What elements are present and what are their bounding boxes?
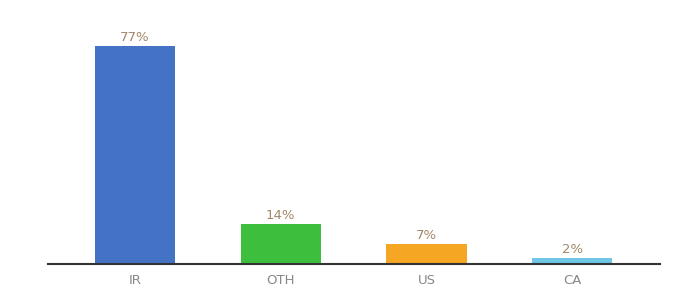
- Bar: [532, 258, 612, 264]
- Bar: [95, 46, 175, 264]
- Bar: [241, 224, 321, 264]
- Text: 7%: 7%: [416, 229, 437, 242]
- Bar: [386, 244, 466, 264]
- Text: 77%: 77%: [120, 31, 150, 44]
- Text: 2%: 2%: [562, 243, 583, 256]
- Text: 14%: 14%: [266, 209, 296, 222]
